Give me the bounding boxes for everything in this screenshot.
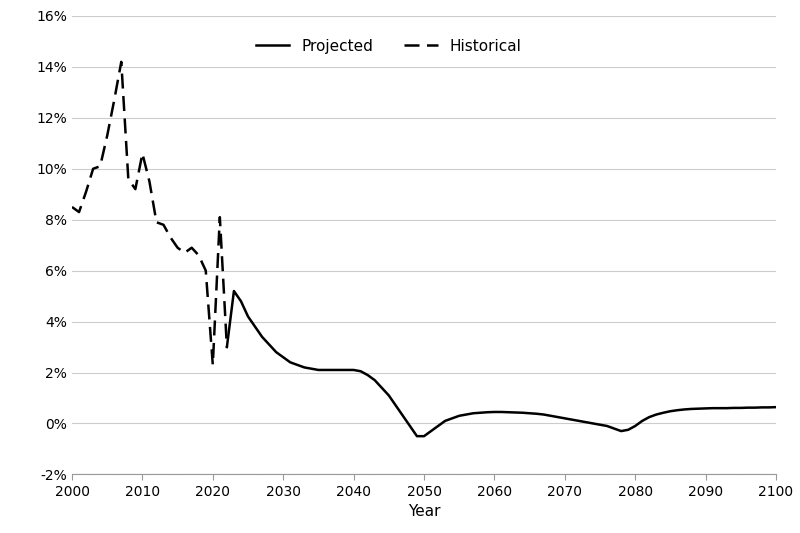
Projected	[363, 372, 373, 378]
Historical	[67, 204, 77, 210]
Projected	[553, 414, 562, 420]
Projected	[229, 288, 238, 294]
Line: Projected: Projected	[227, 291, 776, 436]
X-axis label: Year: Year	[408, 504, 440, 519]
Historical	[123, 176, 133, 182]
Historical	[117, 59, 126, 65]
Historical	[208, 362, 218, 368]
Line: Historical: Historical	[72, 62, 227, 365]
Historical	[102, 133, 112, 139]
Historical	[222, 344, 232, 350]
Projected	[462, 411, 471, 418]
Projected	[454, 413, 464, 419]
Historical	[194, 252, 203, 259]
Legend: Projected, Historical: Projected, Historical	[250, 33, 528, 60]
Historical	[110, 97, 119, 103]
Historical	[88, 166, 98, 172]
Historical	[173, 245, 182, 251]
Historical	[130, 186, 140, 192]
Historical	[158, 222, 168, 228]
Projected	[377, 385, 386, 391]
Projected	[638, 418, 647, 424]
Historical	[187, 245, 197, 251]
Historical	[95, 163, 105, 169]
Historical	[82, 189, 91, 195]
Projected	[412, 433, 422, 439]
Historical	[201, 268, 210, 274]
Historical	[145, 179, 154, 185]
Projected	[222, 344, 232, 350]
Historical	[74, 209, 84, 215]
Historical	[138, 150, 147, 157]
Historical	[166, 235, 175, 241]
Historical	[215, 214, 225, 220]
Historical	[180, 249, 190, 256]
Historical	[152, 219, 162, 225]
Projected	[771, 404, 781, 410]
